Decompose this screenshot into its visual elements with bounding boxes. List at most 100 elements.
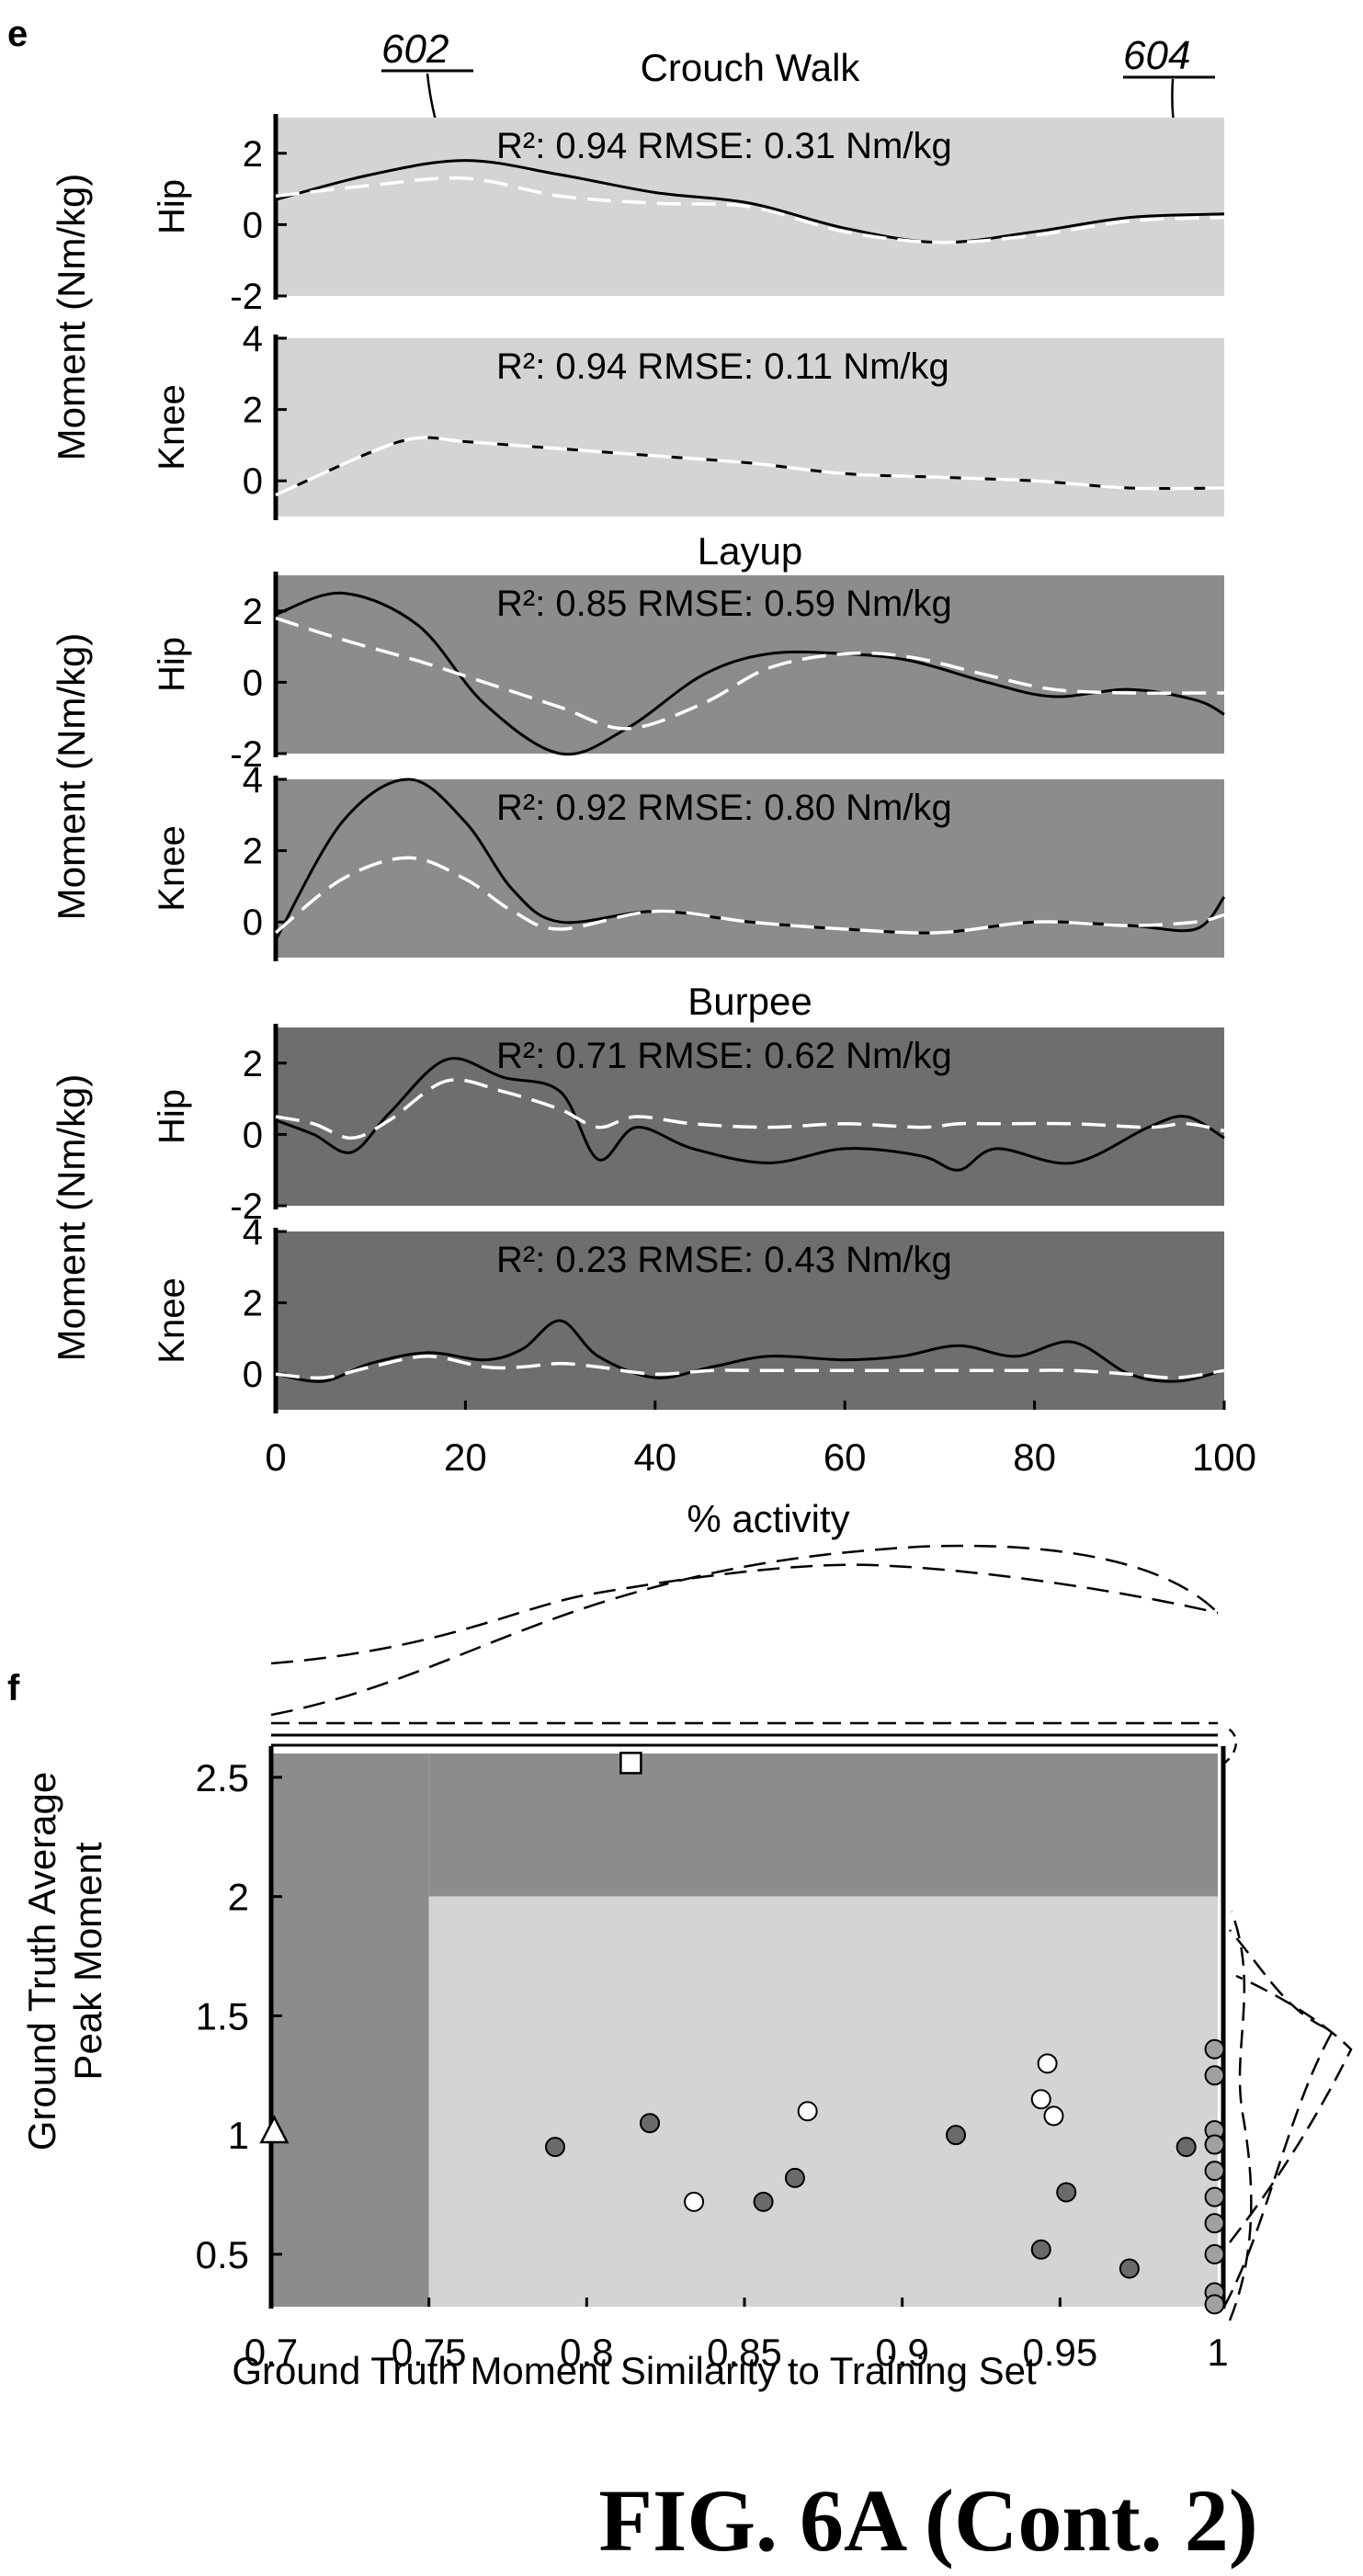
y-tick-label: 0 (243, 663, 263, 703)
x-tick-label: 0 (265, 1436, 286, 1479)
activity-title: Layup (698, 529, 802, 573)
subplot-layup-hip: 2 0 -2 R²: 0.85 RMSE: 0.59 Nm/kg Hip Layup (152, 529, 1225, 775)
joint-label: Hip (152, 179, 192, 234)
scatter-point-circle-mid (1204, 2294, 1225, 2315)
scatter-point-circle-dark (784, 2167, 805, 2188)
panel-f-y-label-line-2: Peak Moment (66, 1842, 109, 2080)
y-axis-label: Moment (Nm/kg) (50, 1074, 93, 1362)
region-high-moment (428, 1753, 1219, 1897)
scatter-point-circle-mid (1204, 2213, 1225, 2234)
joint-label: Knee (152, 384, 192, 470)
series-ground-truth (275, 1057, 1225, 1172)
density-curve-top-1 (270, 1563, 1219, 1665)
stat-annotation: R²: 0.71 RMSE: 0.62 Nm/kg (496, 1036, 952, 1076)
scatter-point-circle-dark (753, 2191, 774, 2212)
x-tick-label: 60 (823, 1436, 867, 1479)
scatter-point-circle-dark (545, 2137, 565, 2158)
panel-f-y-label-line-1: Ground Truth Average (20, 1772, 63, 2151)
series-ground-truth (275, 1319, 1225, 1383)
panel-letter-f: f (7, 1668, 20, 1708)
joint-label: Knee (152, 1277, 192, 1363)
series-predicted (275, 1078, 1225, 1140)
panel-e-y-labels: Moment (Nm/kg) Moment (Nm/kg) Moment (Nm/k… (50, 174, 93, 1362)
scatter-point-circle-mid (1204, 2243, 1225, 2264)
x-tick-label: 20 (444, 1436, 487, 1479)
x-tick-label: 0.95 (1022, 2331, 1097, 2374)
scatter-point-circle-dark (1030, 2239, 1051, 2260)
x-tick-label: 80 (1013, 1436, 1056, 1479)
scatter-point-circle-dark (1056, 2182, 1077, 2203)
scatter-point-circle-white (1043, 2105, 1064, 2127)
y-tick-label: 4 (243, 1212, 263, 1253)
density-curve-top-2 (270, 1544, 1219, 1717)
scatter-point-circle-mid (1204, 2065, 1225, 2086)
activity-title: Burpee (687, 980, 812, 1023)
y-axis-label: Moment (Nm/kg) (50, 174, 93, 461)
y-tick-label: 1.5 (196, 1994, 249, 2037)
y-tick-label: 2 (243, 592, 263, 632)
y-tick-label: 0 (243, 205, 263, 245)
x-tick-label: 100 (1192, 1436, 1256, 1479)
subplot-crouch-walk-knee: 4 2 0 R²: 0.94 RMSE: 0.11 Nm/kg Knee (152, 319, 1225, 520)
scatter-point-circle-white (1037, 2053, 1058, 2074)
series-predicted (275, 616, 1224, 731)
plot-background (276, 1027, 1224, 1206)
panel-f-y-label: Ground Truth Average Peak Moment (20, 1772, 109, 2151)
y-tick-label: 2 (243, 391, 263, 431)
y-tick-label: 0.5 (196, 2233, 249, 2276)
reference-602: 602 (381, 27, 449, 72)
panel-e: e 602 604 20-2R²: 0.94 RMSE: 0.31 Nm/kgH… (7, 14, 1256, 1540)
density-curve-right-1 (1228, 1911, 1253, 2321)
square-marker (619, 1752, 642, 1775)
series-predicted (275, 176, 1225, 244)
reference-604: 604 (1123, 33, 1190, 78)
joint-label: Knee (152, 825, 192, 911)
x-tick-label: 0.85 (707, 2331, 782, 2374)
y-tick-label: -2 (230, 277, 263, 317)
scatter-point-circle-white (1030, 2089, 1051, 2110)
panel-letter-e: e (7, 14, 28, 54)
scatter-point-circle-mid (1204, 2038, 1225, 2060)
panel-e-x-axis: 0 20 40 60 80 100 (265, 1401, 1256, 1479)
panel-f-x-label: Ground Truth Moment Similarity to Traini… (232, 2349, 1037, 2392)
y-axis-label: Moment (Nm/kg) (50, 633, 93, 921)
y-tick-label: -2 (230, 1186, 263, 1227)
series-predicted (274, 856, 1225, 935)
scatter-point-circle-white (797, 2101, 818, 2122)
scatter-point-circle-mid (1204, 2186, 1225, 2207)
figure-label: FIG. 6A (Cont. 2) (598, 2471, 1257, 2570)
y-tick-label: 0 (243, 461, 263, 502)
y-tick-label: 0 (243, 902, 263, 943)
stat-annotation: R²: 0.94 RMSE: 0.11 Nm/kg (496, 346, 949, 387)
plot-background (276, 779, 1224, 958)
subplots: 2 0 -2 R²: 0.94 RMSE: 0.31 Nm/kg Hip Crouch W… (152, 46, 1226, 1413)
joint-label: Hip (152, 637, 192, 692)
y-tick-label: 2.5 (196, 1756, 249, 1799)
subplot-crouch-walk-hip: 2 0 -2 R²: 0.94 RMSE: 0.31 Nm/kg Hip Crouch W… (152, 46, 1225, 317)
plot-background (276, 338, 1224, 516)
scatter-point-circle-white (684, 2191, 705, 2212)
panel-e-x-label: % activity (687, 1497, 849, 1540)
y-tick-label: 2 (243, 1044, 263, 1084)
y-tick-label: 1 (228, 2114, 249, 2157)
scatter-point-circle-dark (1119, 2258, 1140, 2279)
triangle-marker (259, 2115, 290, 2144)
y-tick-label: -2 (230, 734, 263, 775)
scatter-point-circle-mid (1204, 2134, 1225, 2155)
panel-f: f 2.5 2 1.5 1 0.5 0.7 0.75 0.8 0.85 0.9 0.95 1 Grou… (7, 1544, 1353, 2392)
stat-annotation: R²: 0.92 RMSE: 0.80 Nm/kg (496, 788, 952, 828)
plot-background (276, 1231, 1224, 1410)
density-curve-right-4 (1221, 1726, 1238, 1766)
density-curve-right-2 (1222, 1929, 1335, 2308)
y-tick-label: 2 (243, 832, 263, 872)
x-tick-label: 0.9 (875, 2331, 928, 2374)
x-tick-label: 0.75 (392, 2331, 467, 2374)
stat-annotation: R²: 0.23 RMSE: 0.43 Nm/kg (496, 1240, 952, 1280)
y-tick-label: 0 (243, 1355, 263, 1395)
stat-annotation: R²: 0.85 RMSE: 0.59 Nm/kg (496, 584, 952, 624)
x-tick-label: 1 (1207, 2331, 1228, 2374)
panel-f-axes: 2.5 2 1.5 1 0.5 0.7 0.75 0.8 0.85 0.9 0.95 1 (196, 1746, 1229, 2374)
y-tick-label: 0 (243, 1115, 263, 1155)
density-curve-right-3 (1229, 1974, 1353, 2243)
